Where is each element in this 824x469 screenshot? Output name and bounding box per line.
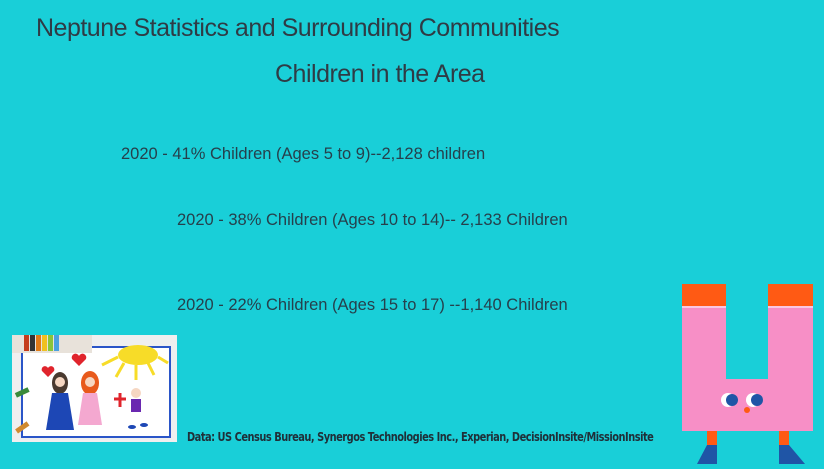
letter-u-character-image <box>680 283 816 464</box>
stat-ages-5-9: 2020 - 41% Children (Ages 5 to 9)--2,128… <box>121 145 486 163</box>
stat-ages-10-14: 2020 - 38% Children (Ages 10 to 14)-- 2,… <box>177 211 568 229</box>
stat-ages-15-17: 2020 - 22% Children (Ages 15 to 17) --1,… <box>177 296 568 314</box>
slide-title: Neptune Statistics and Surrounding Commu… <box>36 14 560 42</box>
slide-subtitle: Children in the Area <box>275 60 485 88</box>
family-drawing-image <box>12 335 177 442</box>
data-source-caption: Data: US Census Bureau, Synergos Technol… <box>187 430 654 444</box>
